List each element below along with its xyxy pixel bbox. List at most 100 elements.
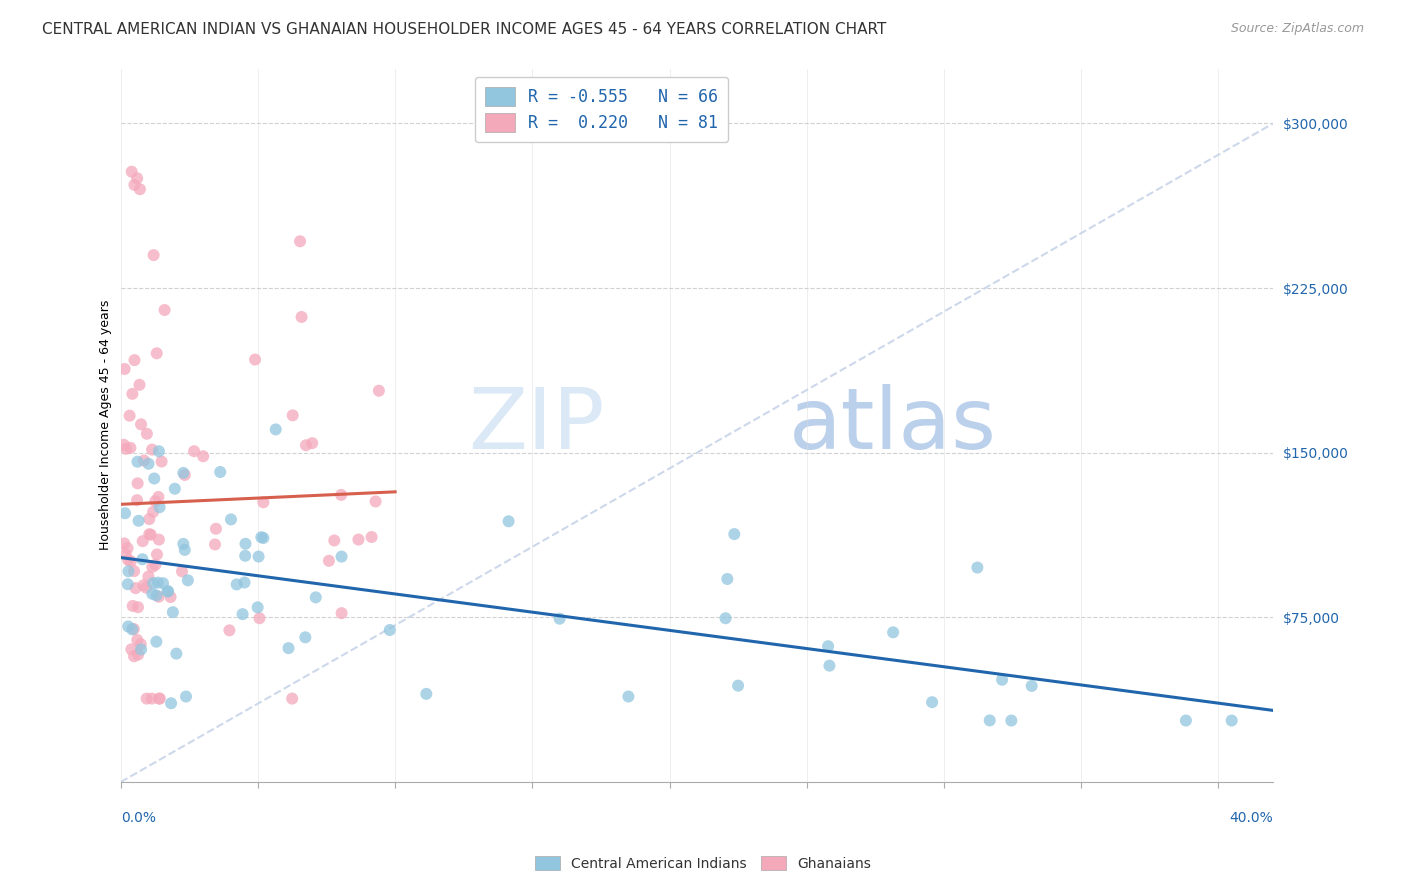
Point	[249, 611, 271, 625]
Point	[966, 560, 988, 574]
Point	[149, 691, 172, 706]
Point	[235, 537, 257, 551]
Point	[156, 584, 179, 599]
Point	[205, 522, 228, 536]
Point	[218, 624, 240, 638]
Point	[163, 482, 186, 496]
Point	[150, 454, 173, 468]
Point	[148, 490, 170, 504]
Point	[288, 235, 311, 249]
Point	[153, 303, 176, 318]
Point	[121, 164, 143, 178]
Point	[120, 554, 142, 568]
Point	[132, 578, 155, 592]
Point	[129, 417, 152, 432]
Point	[172, 537, 194, 551]
Point	[143, 471, 166, 485]
Point	[347, 533, 370, 547]
Point	[716, 572, 738, 586]
Point	[139, 527, 162, 541]
Point	[141, 587, 163, 601]
Point	[124, 353, 146, 368]
Point	[233, 549, 256, 563]
Point	[117, 619, 139, 633]
Point	[112, 438, 135, 452]
Point	[979, 714, 1001, 728]
Point	[817, 639, 839, 653]
Point	[114, 362, 136, 376]
Point	[159, 590, 181, 604]
Point	[882, 625, 904, 640]
Point	[127, 648, 149, 662]
Point	[115, 442, 138, 456]
Point	[148, 691, 170, 706]
Point	[714, 611, 737, 625]
Point	[294, 630, 316, 644]
Point	[141, 442, 163, 457]
Point	[143, 494, 166, 508]
Point	[264, 422, 287, 436]
Point	[243, 352, 266, 367]
Point	[127, 600, 149, 615]
Point	[114, 506, 136, 520]
Point	[246, 600, 269, 615]
Point	[498, 514, 520, 528]
Point	[129, 642, 152, 657]
Point	[121, 599, 143, 613]
Point	[1000, 714, 1022, 728]
Point	[991, 673, 1014, 687]
Point	[323, 533, 346, 548]
Point	[141, 691, 163, 706]
Point	[173, 542, 195, 557]
Point	[204, 537, 226, 551]
Point	[148, 590, 170, 604]
Point	[174, 690, 197, 704]
Point	[114, 548, 136, 562]
Point	[129, 637, 152, 651]
Text: 40.0%: 40.0%	[1229, 811, 1274, 824]
Point	[183, 444, 205, 458]
Point	[1021, 679, 1043, 693]
Point	[120, 441, 142, 455]
Point	[330, 549, 353, 564]
Legend: R = -0.555   N = 66, R =  0.220   N = 81: R = -0.555 N = 66, R = 0.220 N = 81	[475, 77, 728, 142]
Point	[143, 558, 166, 572]
Point	[330, 488, 353, 502]
Point	[142, 505, 165, 519]
Point	[360, 530, 382, 544]
Point	[128, 514, 150, 528]
Point	[141, 560, 163, 574]
Point	[127, 632, 149, 647]
Text: 0.0%: 0.0%	[121, 811, 156, 824]
Point	[117, 553, 139, 567]
Point	[138, 457, 160, 471]
Point	[135, 426, 157, 441]
Text: CENTRAL AMERICAN INDIAN VS GHANAIAN HOUSEHOLDER INCOME AGES 45 - 64 YEARS CORREL: CENTRAL AMERICAN INDIAN VS GHANAIAN HOUS…	[42, 22, 887, 37]
Point	[1174, 714, 1197, 728]
Point	[281, 691, 304, 706]
Point	[120, 642, 142, 657]
Point	[818, 658, 841, 673]
Point	[723, 527, 745, 541]
Text: atlas: atlas	[789, 384, 997, 467]
Point	[131, 552, 153, 566]
Point	[415, 687, 437, 701]
Point	[132, 534, 155, 549]
Point	[125, 493, 148, 508]
Point	[148, 533, 170, 547]
Point	[117, 564, 139, 578]
Point	[142, 576, 165, 591]
Point	[117, 541, 139, 556]
Point	[209, 465, 232, 479]
Point	[173, 467, 195, 482]
Point	[162, 605, 184, 619]
Point	[1220, 714, 1243, 728]
Point	[138, 569, 160, 583]
Point	[364, 494, 387, 508]
Point	[301, 436, 323, 450]
Point	[138, 527, 160, 541]
Point	[122, 649, 145, 664]
Point	[118, 409, 141, 423]
Point	[219, 512, 242, 526]
Point	[112, 536, 135, 550]
